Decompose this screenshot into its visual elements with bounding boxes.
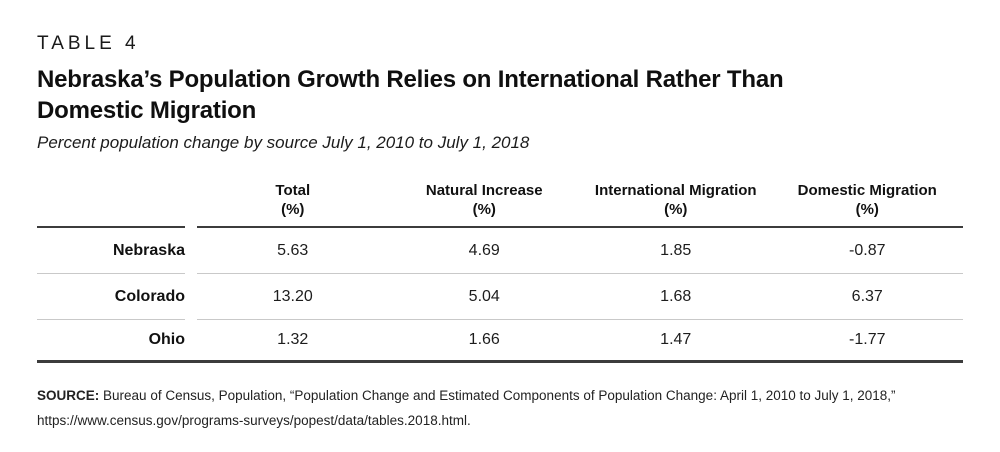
column-header-unit: (%)	[664, 201, 688, 218]
table-row-nebraska: Nebraska 5.63 4.69 1.85 -0.87	[37, 228, 963, 274]
row-values: 5.63 4.69 1.85 -0.87	[197, 228, 963, 274]
source-line-2: https://www.census.gov/programs-surveys/…	[37, 413, 471, 428]
cell-value: 6.37	[851, 287, 883, 305]
table-row-ohio: Ohio 1.32 1.66 1.47 -1.77	[37, 320, 963, 360]
cell-value: 1.85	[660, 241, 692, 259]
column-header-label: Domestic Migration	[797, 182, 937, 199]
column-header-unit: (%)	[472, 201, 496, 218]
row-values: 1.32 1.66 1.47 -1.77	[197, 320, 963, 360]
source-label: SOURCE:	[37, 388, 100, 403]
table-row-colorado: Colorado 13.20 5.04 1.68 6.37	[37, 274, 963, 320]
cell-value: 5.04	[468, 287, 500, 305]
table-header-row: Total (%) Natural Increase (%) Internati…	[37, 181, 963, 228]
column-header-total: Total (%)	[197, 181, 389, 226]
data-table: Total (%) Natural Increase (%) Internati…	[37, 181, 963, 363]
figure-title-line1: Nebraska’s Population Growth Relies on I…	[37, 66, 784, 93]
row-values: 13.20 5.04 1.68 6.37	[197, 274, 963, 320]
figure-title-line2: Domestic Migration	[37, 97, 257, 124]
column-gap	[185, 274, 197, 320]
source-citation: Bureau of Census, Population, “Populatio…	[103, 388, 896, 403]
cell-value: 5.63	[277, 241, 309, 259]
column-header-international-migration: International Migration (%)	[580, 181, 772, 226]
cell-value: 4.69	[468, 241, 500, 259]
column-header-domestic-migration: Domestic Migration (%)	[772, 181, 964, 226]
cell-value: 13.20	[272, 287, 313, 305]
figure-title: Nebraska’s Population Growth Relies on I…	[37, 64, 963, 126]
column-header-unit: (%)	[855, 201, 879, 218]
column-header-natural-increase: Natural Increase (%)	[389, 181, 581, 226]
table-bottom-rule	[37, 360, 963, 363]
figure-subtitle: Percent population change by source July…	[37, 133, 530, 152]
cell-value: 1.47	[660, 331, 692, 348]
cell-value: 1.32	[277, 331, 309, 348]
column-gap	[185, 320, 197, 360]
row-label-header-spacer	[37, 181, 185, 228]
cell-value: -0.87	[849, 241, 886, 259]
source-note: SOURCE: Bureau of Census, Population, “P…	[37, 383, 963, 433]
column-gap	[185, 181, 197, 228]
cell-value: 1.66	[468, 331, 500, 348]
column-header-unit: (%)	[281, 201, 305, 218]
figure-content: TABLE 4 Nebraska’s Population Growth Rel…	[37, 0, 963, 433]
source-line-1: SOURCE: Bureau of Census, Population, “P…	[37, 383, 963, 408]
cell-value: 1.68	[660, 287, 692, 305]
row-label: Nebraska	[37, 228, 185, 274]
column-header-label: Natural Increase	[425, 182, 543, 199]
column-header-label: Total	[275, 182, 311, 199]
column-header-label: International Migration	[594, 182, 757, 199]
row-label: Ohio	[148, 331, 185, 348]
column-gap	[185, 228, 197, 274]
header-cells: Total (%) Natural Increase (%) Internati…	[197, 181, 963, 228]
cell-value: -1.77	[849, 331, 886, 348]
table-number-label: TABLE 4	[37, 33, 140, 54]
row-label: Colorado	[37, 274, 185, 320]
